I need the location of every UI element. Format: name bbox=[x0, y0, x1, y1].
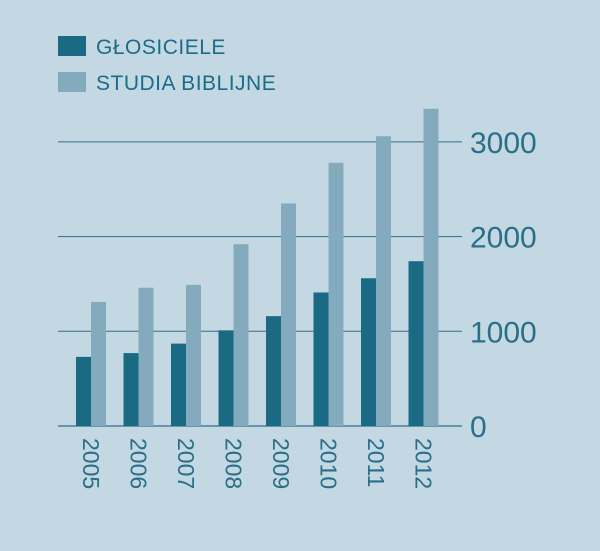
x-tick-label-2009: 2009 bbox=[268, 438, 294, 489]
y-tick-label-3000: 3000 bbox=[470, 127, 537, 160]
bar-studia-biblijne-2011 bbox=[376, 136, 391, 426]
y-tick-label-1000: 1000 bbox=[470, 316, 537, 349]
bar-studia-biblijne-2005 bbox=[91, 301, 106, 426]
x-tick-label-2012: 2012 bbox=[411, 438, 437, 489]
bar-studia-biblijne-2009 bbox=[281, 203, 296, 426]
bars bbox=[76, 108, 439, 426]
x-tick-label-2006: 2006 bbox=[126, 438, 152, 489]
x-tick-label-2010: 2010 bbox=[316, 438, 342, 489]
y-tick-label-2000: 2000 bbox=[470, 222, 537, 255]
bar-glosiciele-2008 bbox=[218, 330, 234, 426]
legend: GŁOSICIELE STUDIA BIBLIJNE bbox=[58, 36, 276, 95]
x-tick-label-2007: 2007 bbox=[173, 438, 199, 489]
bar-glosiciele-2005 bbox=[76, 356, 91, 426]
bar-glosiciele-2012 bbox=[408, 261, 424, 426]
x-tick-label-2011: 2011 bbox=[363, 438, 389, 487]
x-axis-ticks: 2005 2006 2007 2008 2009 2010 2011 2012 bbox=[78, 438, 437, 489]
bar-glosiciele-2006 bbox=[123, 353, 139, 426]
bar-glosiciele-2007 bbox=[171, 343, 186, 426]
bar-studia-biblijne-2010 bbox=[328, 162, 344, 426]
bar-glosiciele-2011 bbox=[361, 278, 376, 426]
bar-glosiciele-2010 bbox=[313, 292, 329, 426]
legend-swatch-glosiciele bbox=[58, 36, 86, 56]
bar-studia-biblijne-2006 bbox=[138, 287, 154, 426]
legend-label-glosiciele: GŁOSICIELE bbox=[96, 36, 226, 59]
legend-label-studia-biblijne: STUDIA BIBLIJNE bbox=[96, 72, 276, 95]
x-tick-label-2005: 2005 bbox=[78, 438, 104, 489]
bar-glosiciele-2009 bbox=[266, 316, 281, 426]
gridlines bbox=[58, 141, 462, 427]
x-tick-label-2008: 2008 bbox=[221, 438, 247, 489]
y-tick-label-0: 0 bbox=[470, 411, 487, 444]
y-axis-ticks: 0 1000 2000 3000 bbox=[470, 127, 537, 444]
legend-swatch-studia-biblijne bbox=[58, 72, 86, 92]
bar-studia-biblijne-2008 bbox=[233, 244, 249, 426]
bar-studia-biblijne-2012 bbox=[423, 108, 439, 426]
bar-studia-biblijne-2007 bbox=[186, 284, 201, 426]
